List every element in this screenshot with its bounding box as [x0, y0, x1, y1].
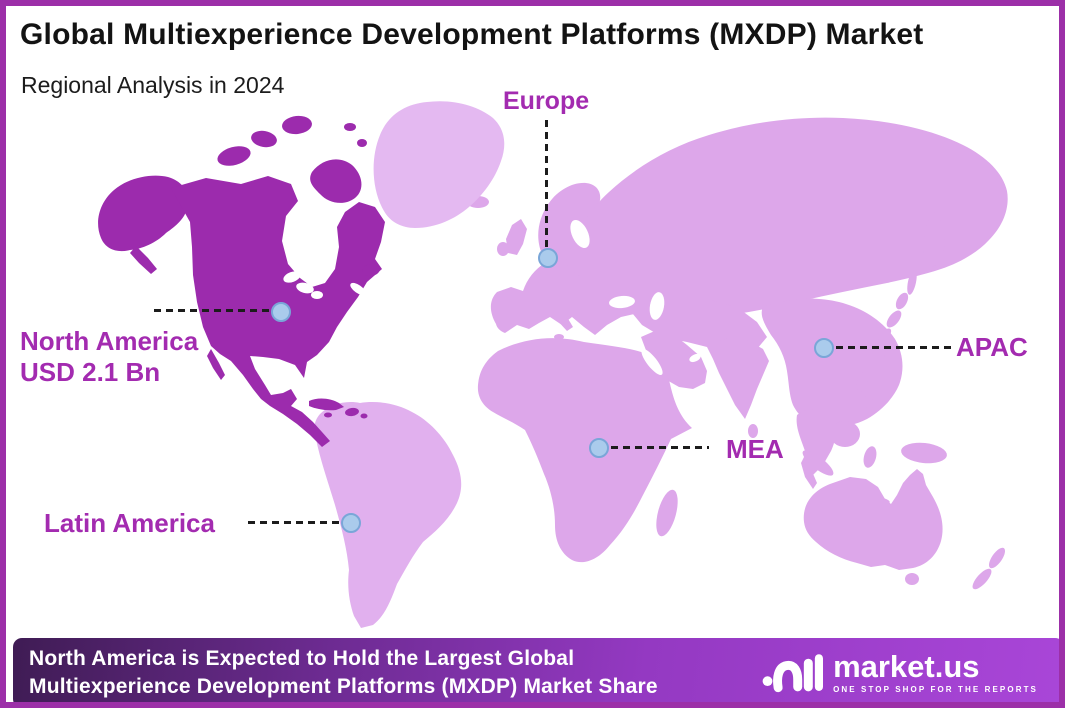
ireland-island	[497, 242, 509, 256]
arctic-island-1	[217, 146, 251, 166]
region-label-north-america: North America USD 2.1 Bn	[20, 326, 198, 388]
region-value-north-america: USD 2.1 Bn	[20, 357, 161, 387]
great-lake-1	[283, 271, 301, 283]
alaska-panhandle	[130, 246, 157, 274]
borneo-island	[830, 421, 860, 447]
region-label-europe: Europe	[503, 87, 590, 115]
sumatra-island	[802, 450, 834, 476]
gulf-st-lawrence	[350, 282, 366, 296]
sakhalin-island	[907, 269, 917, 295]
china-east-asia	[761, 298, 903, 428]
continent-south-america	[314, 402, 462, 628]
baffin-island	[310, 159, 362, 203]
greenland	[373, 101, 505, 228]
market-us-logo: market.us ONE STOP SHOP FOR THE REPORTS	[761, 648, 1038, 698]
baltic-sea	[570, 219, 590, 249]
continent-russia-siberia	[566, 117, 1008, 318]
marker-dot-latin-america	[341, 513, 361, 533]
alaska	[98, 175, 189, 252]
newfoundland-island	[362, 263, 380, 277]
arctic-island-2	[251, 130, 277, 148]
sea-cutouts	[570, 219, 701, 375]
callout-line-europe	[545, 120, 548, 250]
hispaniola-island	[345, 407, 359, 417]
new-zealand-south	[972, 568, 992, 590]
madagascar-island	[656, 489, 678, 537]
region-north-america-highlight	[98, 115, 385, 447]
italy-peninsula	[543, 295, 573, 331]
marker-dot-north-america	[271, 302, 291, 322]
arctic-island-4	[344, 123, 356, 131]
new-guinea-island	[901, 442, 947, 464]
market-us-logo-icon	[762, 654, 824, 693]
new-zealand-north	[988, 547, 1006, 569]
footer-note-line2: Multiexperience Development Platforms (M…	[29, 675, 658, 698]
sulawesi-island	[863, 446, 877, 468]
continent-scandinavia	[538, 182, 601, 265]
lake-cutouts	[283, 271, 366, 299]
region-label-mea: MEA	[726, 434, 784, 464]
philippines-island-2	[864, 394, 874, 410]
middle-east-arabia	[641, 330, 707, 389]
tasmania-island	[905, 573, 919, 585]
caspian-sea	[649, 292, 665, 320]
continent-australia	[803, 469, 943, 570]
footer-note-line1: North America is Expected to Hold the La…	[29, 647, 575, 670]
callout-line-north-america	[154, 309, 270, 312]
puerto-rico-island	[360, 413, 368, 419]
uk-island	[506, 219, 527, 255]
callout-line-mea	[611, 446, 709, 449]
kamchatka-peninsula	[923, 212, 945, 267]
marker-dot-mea	[589, 438, 609, 458]
philippines-island-1	[856, 372, 868, 392]
logo-brand-name: market.us	[833, 649, 980, 684]
page-subtitle: Regional Analysis in 2024	[21, 72, 285, 98]
persian-gulf	[689, 353, 701, 363]
malay-peninsula	[801, 455, 817, 489]
india-peninsula	[707, 338, 769, 419]
world-map	[98, 101, 1008, 628]
jamaica-island	[324, 412, 332, 418]
continent-africa	[477, 338, 692, 563]
landmass-light	[314, 101, 1008, 628]
callout-line-apac	[836, 346, 952, 349]
region-label-latin-america: Latin America	[44, 508, 215, 538]
great-lake-3	[311, 291, 323, 299]
footer-note: North America is Expected to Hold the La…	[29, 645, 658, 701]
arctic-island-3	[282, 115, 312, 135]
japan-island-1	[895, 292, 909, 310]
great-lake-2	[296, 282, 314, 294]
marker-dot-apac	[814, 338, 834, 358]
marker-dot-europe	[538, 248, 558, 268]
logo-tagline: ONE STOP SHOP FOR THE REPORTS	[833, 685, 1038, 694]
region-label-apac: APAC	[956, 332, 1028, 362]
arctic-island-5	[357, 139, 367, 147]
callout-line-latin-america	[248, 521, 342, 524]
baja-california	[207, 349, 225, 380]
cuba-island	[309, 398, 344, 411]
red-sea	[641, 349, 663, 375]
region-label-north-america-name: North America	[20, 326, 199, 356]
footer-banner: North America is Expected to Hold the La…	[13, 638, 1059, 702]
sri-lanka-island	[748, 424, 758, 438]
market-us-logo-text: market.us ONE STOP SHOP FOR THE REPORTS	[833, 649, 1038, 694]
black-sea	[609, 295, 635, 309]
japan-island-2	[886, 310, 902, 328]
page-title: Global Multiexperience Development Platf…	[20, 18, 924, 51]
